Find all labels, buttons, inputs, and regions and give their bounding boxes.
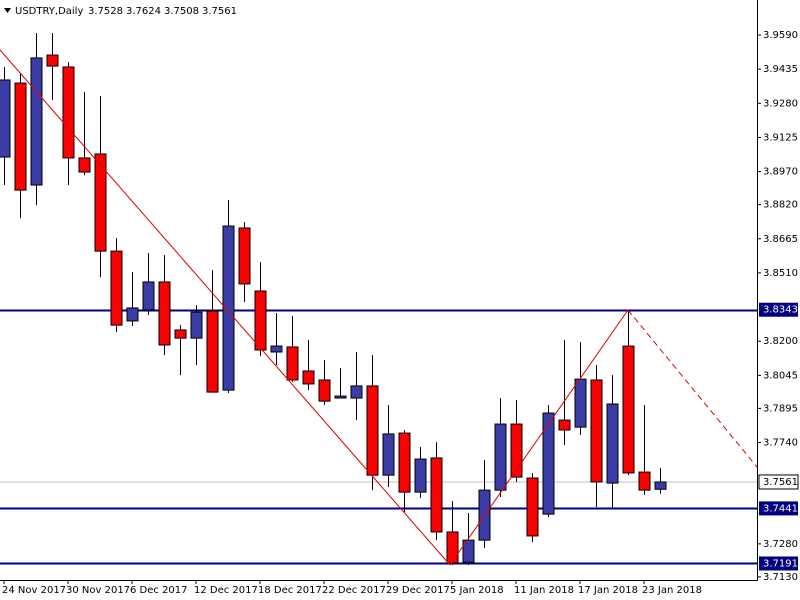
current-price-label: 3.7561 xyxy=(763,477,798,488)
y-tick-label: 3.7740 xyxy=(763,438,798,449)
x-tick-label: 11 Jan 2018 xyxy=(514,585,574,596)
candle-body xyxy=(414,458,427,493)
trend-line-projection xyxy=(627,309,758,468)
candle-body xyxy=(254,290,267,351)
x-tick-label: 12 Dec 2017 xyxy=(194,585,258,596)
y-tick-label: 3.7280 xyxy=(763,539,798,550)
candle-body xyxy=(590,379,603,483)
y-tick-label: 3.7130 xyxy=(763,572,798,583)
y-tick-label: 3.9125 xyxy=(763,132,798,143)
candle-body xyxy=(14,82,27,191)
candle-body xyxy=(270,345,283,353)
candle-body xyxy=(62,66,75,159)
candle-body xyxy=(558,419,571,431)
x-tick-label: 22 Dec 2017 xyxy=(322,585,386,596)
x-tick-label: 18 Dec 2017 xyxy=(258,585,322,596)
candle-body xyxy=(494,423,507,491)
candle-body xyxy=(158,281,171,346)
current-price-box xyxy=(758,474,799,490)
ohlc-value: 3.7528 xyxy=(88,6,123,17)
candle-body xyxy=(302,370,315,385)
candle-body xyxy=(654,481,667,490)
candle-body xyxy=(126,307,139,322)
candle-body xyxy=(142,281,155,311)
candle-body xyxy=(462,539,475,563)
candle-body xyxy=(206,310,219,393)
y-tick-label: 3.8970 xyxy=(763,167,798,178)
x-tick-label: 17 Jan 2018 xyxy=(578,585,638,596)
trend-line xyxy=(0,49,451,566)
candle-body xyxy=(510,423,523,478)
y-tick-label: 3.9590 xyxy=(763,30,798,41)
candle-body xyxy=(398,432,411,493)
candle-body xyxy=(542,412,555,515)
level-price-box xyxy=(759,556,798,571)
ohlc-value: 3.7508 xyxy=(164,6,199,17)
candle-body xyxy=(334,395,347,399)
y-tick-label: 3.9435 xyxy=(763,64,798,75)
candle-body xyxy=(446,531,459,564)
candle-body xyxy=(430,457,443,533)
candle-body xyxy=(382,433,395,476)
level-price-label: 3.7191 xyxy=(763,558,798,569)
ohlc-value: 3.7561 xyxy=(202,6,237,17)
candle-body xyxy=(318,379,331,402)
y-tick-label: 3.8045 xyxy=(763,370,798,381)
candle-body xyxy=(46,54,59,67)
candle-body xyxy=(222,225,235,391)
x-tick-label: 5 Jan 2018 xyxy=(450,585,504,596)
candle-body xyxy=(30,57,43,186)
candle-body xyxy=(190,311,203,339)
candle-body xyxy=(286,346,299,381)
y-tick-label: 3.7895 xyxy=(763,403,798,414)
y-tick-label: 3.8665 xyxy=(763,234,798,245)
y-tick-label: 3.9280 xyxy=(763,98,798,109)
chart-title: USDTRY,Daily xyxy=(15,6,83,17)
menu-arrow[interactable] xyxy=(4,8,11,13)
candle-body xyxy=(366,385,379,476)
candle-body xyxy=(526,477,539,537)
x-tick-label: 29 Dec 2017 xyxy=(386,585,450,596)
candle-body xyxy=(574,378,587,428)
candle-body xyxy=(174,329,187,339)
candle-body xyxy=(110,250,123,326)
level-price-box xyxy=(759,302,798,317)
x-tick-label: 24 Nov 2017 xyxy=(2,585,66,596)
plot xyxy=(0,33,757,566)
candle-body xyxy=(238,227,251,285)
candle-body xyxy=(0,79,11,158)
x-tick-label: 23 Jan 2018 xyxy=(642,585,702,596)
candle-body xyxy=(622,345,635,474)
candle-body xyxy=(606,403,619,484)
trend-line xyxy=(449,309,629,566)
level-price-label: 3.7441 xyxy=(763,503,798,514)
candle-body xyxy=(78,157,91,173)
ohlc-value: 3.7624 xyxy=(126,6,161,17)
x-tick-label: 6 Dec 2017 xyxy=(130,585,188,596)
candle-body xyxy=(350,385,363,399)
x-tick-label: 30 Nov 2017 xyxy=(66,585,130,596)
y-tick-label: 3.8510 xyxy=(763,268,798,279)
candle-body xyxy=(94,153,107,252)
level-price-box xyxy=(759,501,798,516)
candle-body xyxy=(638,471,651,491)
ohlc-header: 3.7528 3.7624 3.7508 3.7561 xyxy=(88,6,237,17)
level-price-label: 3.8343 xyxy=(763,305,798,316)
y-tick-label: 3.8200 xyxy=(763,336,798,347)
y-tick-label: 3.8820 xyxy=(763,200,798,211)
